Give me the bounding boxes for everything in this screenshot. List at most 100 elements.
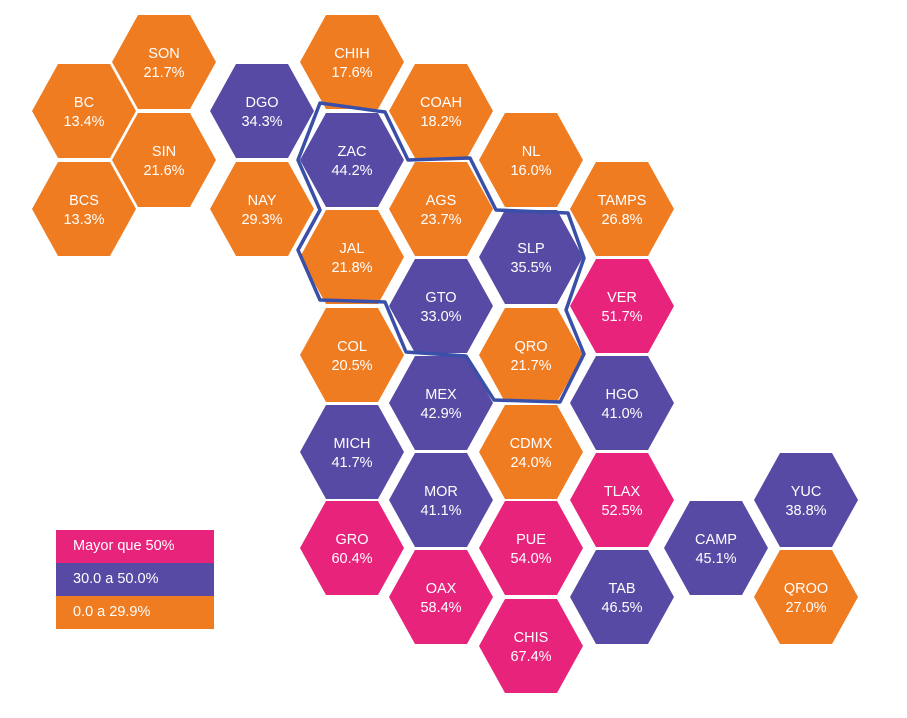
state-hex-dgo: DGO 34.3% <box>210 64 314 158</box>
state-hex-tlax: TLAX 52.5% <box>570 453 674 547</box>
hex-shape <box>570 162 674 256</box>
state-hex-mor: MOR 41.1% <box>389 453 493 547</box>
state-hex-gto: GTO 33.0% <box>389 259 493 353</box>
state-hex-pue: PUE 54.0% <box>479 501 583 595</box>
state-abbr: GRO <box>335 532 368 548</box>
state-abbr: QROO <box>784 581 828 597</box>
state-value: 45.1% <box>695 551 736 567</box>
hex-shape <box>32 162 136 256</box>
state-value: 67.4% <box>510 649 551 665</box>
state-value: 60.4% <box>331 551 372 567</box>
state-abbr: NAY <box>248 193 277 209</box>
hex-shape <box>32 64 136 158</box>
state-abbr: TAB <box>608 581 635 597</box>
state-hex-hgo: HGO 41.0% <box>570 356 674 450</box>
state-abbr: TAMPS <box>598 193 647 209</box>
state-value: 20.5% <box>331 358 372 374</box>
hex-shape <box>300 210 404 304</box>
state-value: 29.3% <box>241 212 282 228</box>
legend: Mayor que 50% 30.0 a 50.0% 0.0 a 29.9% <box>56 530 214 629</box>
state-hex-nay: NAY 29.3% <box>210 162 314 256</box>
hex-shape <box>389 356 493 450</box>
state-value: 33.0% <box>420 309 461 325</box>
state-hex-tab: TAB 46.5% <box>570 550 674 644</box>
hex-shape <box>754 453 858 547</box>
region-outline <box>296 101 586 404</box>
state-value: 35.5% <box>510 260 551 276</box>
state-abbr: CAMP <box>695 532 737 548</box>
state-hex-mich: MICH 41.7% <box>300 405 404 499</box>
state-value: 51.7% <box>601 309 642 325</box>
state-hex-qro: QRO 21.7% <box>479 308 583 402</box>
state-hex-bc: BC 13.4% <box>32 64 136 158</box>
state-value: 52.5% <box>601 503 642 519</box>
state-abbr: COL <box>337 339 367 355</box>
hex-shape <box>479 501 583 595</box>
state-value: 26.8% <box>601 212 642 228</box>
state-value: 17.6% <box>331 65 372 81</box>
state-hex-sin: SIN 21.6% <box>112 113 216 207</box>
state-hex-gro: GRO 60.4% <box>300 501 404 595</box>
state-value: 21.7% <box>143 65 184 81</box>
state-hex-nl: NL 16.0% <box>479 113 583 207</box>
state-hex-bcs: BCS 13.3% <box>32 162 136 256</box>
hex-shape <box>389 259 493 353</box>
state-hex-oax: OAX 58.4% <box>389 550 493 644</box>
state-abbr: HGO <box>605 387 638 403</box>
state-hex-son: SON 21.7% <box>112 15 216 109</box>
hex-shape <box>300 501 404 595</box>
state-value: 23.7% <box>420 212 461 228</box>
state-hex-jal: JAL 21.8% <box>300 210 404 304</box>
hex-shape <box>479 405 583 499</box>
state-value: 41.7% <box>331 455 372 471</box>
legend-item-low: 0.0 a 29.9% <box>56 596 214 629</box>
state-hex-yuc: YUC 38.8% <box>754 453 858 547</box>
hex-shape <box>479 599 583 693</box>
state-hex-chih: CHIH 17.6% <box>300 15 404 109</box>
state-value: 42.9% <box>420 406 461 422</box>
state-abbr: BC <box>74 95 94 111</box>
hex-shape <box>112 113 216 207</box>
state-abbr: TLAX <box>604 484 641 500</box>
state-abbr: OAX <box>426 581 457 597</box>
hex-shape <box>664 501 768 595</box>
legend-item-high: Mayor que 50% <box>56 530 214 563</box>
hex-shape <box>570 550 674 644</box>
hex-shape <box>389 64 493 158</box>
state-value: 58.4% <box>420 600 461 616</box>
state-hex-col: COL 20.5% <box>300 308 404 402</box>
hex-shape <box>754 550 858 644</box>
state-value: 18.2% <box>420 114 461 130</box>
state-value: 41.1% <box>420 503 461 519</box>
state-abbr: PUE <box>516 532 546 548</box>
state-abbr: CHIS <box>514 630 549 646</box>
state-abbr: SLP <box>517 241 544 257</box>
state-hex-ver: VER 51.7% <box>570 259 674 353</box>
state-abbr: GTO <box>425 290 456 306</box>
state-abbr: BCS <box>69 193 99 209</box>
state-abbr: QRO <box>514 339 547 355</box>
hex-shape <box>210 64 314 158</box>
state-abbr: NL <box>522 144 541 160</box>
state-value: 21.7% <box>510 358 551 374</box>
state-abbr: MOR <box>424 484 458 500</box>
state-hex-cdmx: CDMX 24.0% <box>479 405 583 499</box>
state-value: 38.8% <box>785 503 826 519</box>
state-value: 41.0% <box>601 406 642 422</box>
state-abbr: MEX <box>425 387 457 403</box>
state-abbr: ZAC <box>338 144 367 160</box>
hex-shape <box>300 113 404 207</box>
hex-shape <box>570 259 674 353</box>
hex-shape <box>300 15 404 109</box>
state-abbr: VER <box>607 290 637 306</box>
state-abbr: CHIH <box>334 46 369 62</box>
state-value: 34.3% <box>241 114 282 130</box>
state-abbr: COAH <box>420 95 462 111</box>
hex-shape <box>389 453 493 547</box>
state-abbr: DGO <box>245 95 278 111</box>
state-hex-chis: CHIS 67.4% <box>479 599 583 693</box>
hex-shape <box>112 15 216 109</box>
state-value: 16.0% <box>510 163 551 179</box>
state-value: 27.0% <box>785 600 826 616</box>
